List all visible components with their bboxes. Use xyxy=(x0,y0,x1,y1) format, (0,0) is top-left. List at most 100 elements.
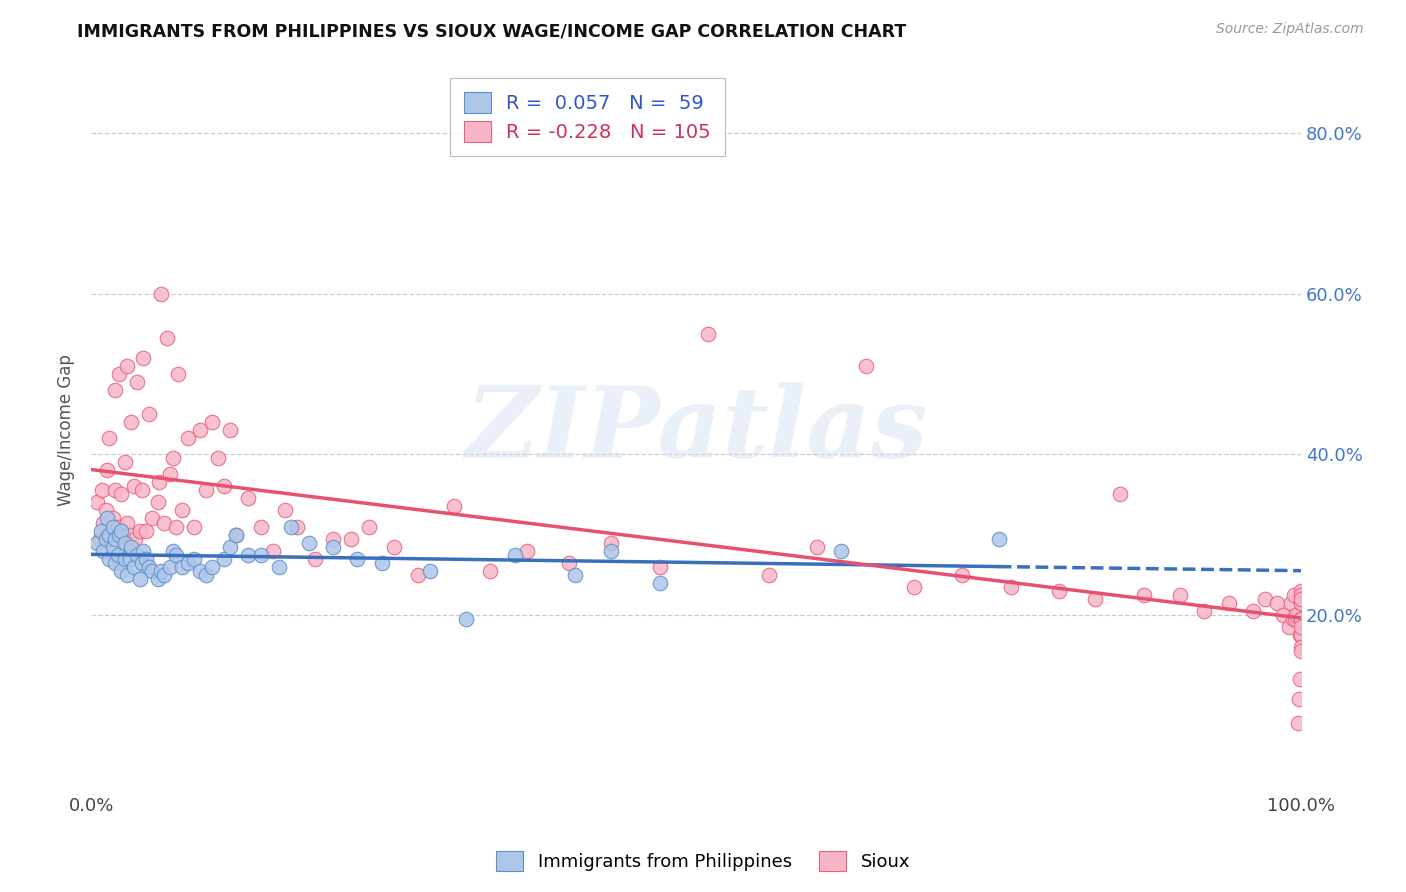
Point xyxy=(124,532,146,546)
Point xyxy=(135,551,157,566)
Point xyxy=(114,551,136,566)
Point xyxy=(1289,628,1312,642)
Point xyxy=(98,527,121,541)
Point xyxy=(558,556,581,570)
Point xyxy=(111,540,134,554)
Point xyxy=(1289,672,1312,686)
Point xyxy=(110,487,132,501)
Point xyxy=(128,524,150,538)
Point xyxy=(152,567,174,582)
Point xyxy=(382,540,405,554)
Point xyxy=(177,431,200,445)
Point xyxy=(830,543,852,558)
Point xyxy=(322,532,344,546)
Point xyxy=(122,479,145,493)
Point xyxy=(1084,591,1107,606)
Point xyxy=(298,535,321,549)
Point xyxy=(600,535,623,549)
Point xyxy=(1289,644,1312,658)
Point xyxy=(146,572,169,586)
Point xyxy=(1278,620,1301,634)
Point xyxy=(86,535,108,549)
Point xyxy=(1289,596,1312,610)
Legend: R =  0.057   N =  59, R = -0.228   N = 105: R = 0.057 N = 59, R = -0.228 N = 105 xyxy=(450,78,724,155)
Point xyxy=(359,519,381,533)
Point xyxy=(148,475,170,490)
Point xyxy=(1281,596,1303,610)
Point xyxy=(249,548,271,562)
Point xyxy=(219,540,242,554)
Point xyxy=(212,479,235,493)
Point xyxy=(212,551,235,566)
Point xyxy=(177,556,200,570)
Point xyxy=(600,543,623,558)
Point xyxy=(1000,580,1022,594)
Point xyxy=(120,540,142,554)
Point xyxy=(117,359,139,373)
Point xyxy=(162,451,184,466)
Point xyxy=(138,407,160,421)
Point xyxy=(91,516,114,530)
Point xyxy=(406,567,429,582)
Point xyxy=(1289,612,1312,626)
Point xyxy=(1285,607,1308,622)
Point xyxy=(89,532,111,546)
Point xyxy=(340,532,363,546)
Point xyxy=(758,567,780,582)
Point xyxy=(132,351,155,365)
Point xyxy=(419,564,441,578)
Point xyxy=(1289,612,1312,626)
Point xyxy=(159,559,181,574)
Point xyxy=(170,559,193,574)
Point xyxy=(101,511,124,525)
Text: IMMIGRANTS FROM PHILIPPINES VS SIOUX WAGE/INCOME GAP CORRELATION CHART: IMMIGRANTS FROM PHILIPPINES VS SIOUX WAG… xyxy=(77,22,907,40)
Point xyxy=(110,564,132,578)
Point xyxy=(280,519,302,533)
Point xyxy=(304,551,326,566)
Point xyxy=(114,455,136,469)
Point xyxy=(201,415,224,429)
Point xyxy=(98,551,121,566)
Point xyxy=(104,483,127,498)
Point xyxy=(101,540,124,554)
Point xyxy=(346,551,368,566)
Text: Source: ZipAtlas.com: Source: ZipAtlas.com xyxy=(1216,22,1364,37)
Point xyxy=(648,575,671,590)
Point xyxy=(150,286,173,301)
Point xyxy=(107,519,129,533)
Point xyxy=(806,540,828,554)
Point xyxy=(167,367,190,381)
Point xyxy=(1272,607,1295,622)
Point xyxy=(150,564,173,578)
Point xyxy=(91,543,114,558)
Point xyxy=(108,527,131,541)
Text: ZIPatlas: ZIPatlas xyxy=(465,382,928,478)
Point xyxy=(138,559,160,574)
Point xyxy=(207,451,229,466)
Point xyxy=(370,556,392,570)
Point xyxy=(1281,612,1303,626)
Point xyxy=(1282,588,1305,602)
Point xyxy=(1194,604,1216,618)
Point xyxy=(1265,596,1288,610)
Point xyxy=(117,516,139,530)
Point xyxy=(162,543,184,558)
Point xyxy=(238,548,260,562)
Point xyxy=(127,548,149,562)
Point xyxy=(195,567,218,582)
Point xyxy=(188,564,211,578)
Point xyxy=(1254,591,1277,606)
Point xyxy=(98,431,121,445)
Point xyxy=(1286,716,1309,731)
Point xyxy=(443,500,465,514)
Point xyxy=(322,540,344,554)
Point xyxy=(132,543,155,558)
Point xyxy=(91,483,114,498)
Point xyxy=(219,423,242,437)
Point xyxy=(249,519,271,533)
Point xyxy=(1289,612,1312,626)
Point xyxy=(1289,628,1312,642)
Point xyxy=(90,524,112,538)
Point xyxy=(114,535,136,549)
Point xyxy=(1289,640,1312,654)
